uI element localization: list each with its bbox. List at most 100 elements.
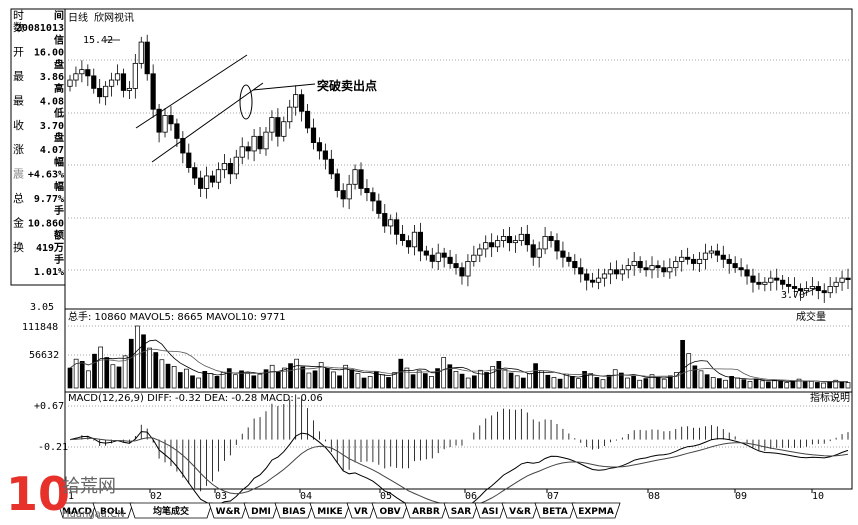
candle-body bbox=[803, 288, 810, 292]
volume-bar bbox=[398, 358, 404, 389]
volume-bar bbox=[343, 364, 349, 389]
tab-label[interactable]: BOLL bbox=[100, 507, 126, 517]
volume-bar bbox=[410, 374, 416, 389]
volume-bar bbox=[502, 369, 508, 389]
indicator-tab[interactable] bbox=[474, 502, 506, 519]
candle-body bbox=[322, 150, 328, 160]
volume-bar bbox=[251, 375, 257, 389]
tab-label[interactable]: MIKE bbox=[317, 507, 342, 517]
indicator-tab[interactable] bbox=[274, 502, 314, 519]
indicator-tab[interactable] bbox=[571, 502, 621, 519]
info-label: 最 bbox=[13, 94, 24, 107]
indicator-tab[interactable] bbox=[309, 502, 351, 519]
candle-body bbox=[649, 265, 655, 271]
tab-label[interactable]: W&R bbox=[216, 507, 241, 517]
volume-bar bbox=[171, 366, 177, 389]
tab-label[interactable]: OBV bbox=[379, 507, 400, 517]
tab-label[interactable]: MACD bbox=[62, 507, 92, 517]
volume-bar bbox=[300, 366, 306, 389]
volume-bar bbox=[692, 365, 698, 389]
info-value: 4.07 bbox=[40, 145, 64, 156]
candle-body bbox=[702, 252, 709, 260]
volume-bar bbox=[465, 377, 471, 389]
tab-label[interactable]: DMI bbox=[251, 507, 271, 517]
info-value: +4.63% bbox=[28, 170, 64, 181]
indicator-tabs[interactable]: MACD BOLL 均笔成交 W&R DMI BIAS MIKE VR OBV ARBR SAR AS… bbox=[57, 502, 621, 519]
candle-body bbox=[388, 219, 394, 227]
candle-body bbox=[566, 256, 572, 262]
tab-label[interactable]: 均笔成交 bbox=[153, 505, 189, 517]
candle-body bbox=[441, 252, 447, 258]
volume-bar bbox=[233, 374, 238, 389]
indicator-tab[interactable] bbox=[404, 502, 448, 519]
indicator-tab[interactable] bbox=[92, 502, 134, 519]
indicator-tab[interactable] bbox=[346, 502, 376, 519]
candle-body bbox=[738, 267, 744, 271]
watermark-cn: 拾荒网 bbox=[62, 476, 116, 497]
month-label: 01 bbox=[62, 491, 74, 502]
candle-body bbox=[132, 62, 138, 89]
tab-label[interactable]: BETA bbox=[542, 507, 567, 517]
volume-bar bbox=[551, 377, 557, 389]
candle-body bbox=[786, 283, 792, 287]
volume-bar bbox=[67, 367, 73, 389]
indicator-tab[interactable] bbox=[371, 502, 409, 519]
volume-bar bbox=[563, 373, 569, 389]
candle-body bbox=[79, 69, 85, 75]
month-label: 05 bbox=[380, 491, 392, 502]
candle-body bbox=[299, 94, 305, 112]
candle-body bbox=[120, 73, 127, 91]
tab-label[interactable]: BIAS bbox=[282, 507, 306, 517]
breakout-pointer bbox=[252, 83, 316, 91]
volume-bar bbox=[196, 377, 201, 389]
indicator-tab[interactable] bbox=[57, 502, 97, 519]
candle-body bbox=[227, 163, 233, 175]
candle-body bbox=[334, 173, 340, 191]
indicator-tab[interactable] bbox=[501, 502, 539, 519]
volume-bar bbox=[306, 372, 312, 389]
candle-body bbox=[791, 286, 798, 289]
month-label: 02 bbox=[150, 491, 162, 502]
volume-bar bbox=[618, 372, 624, 389]
indicator-tab[interactable] bbox=[129, 502, 213, 519]
volume-bar bbox=[704, 374, 710, 389]
candle-body bbox=[108, 79, 115, 87]
volume-bar bbox=[98, 346, 103, 389]
volume-bar bbox=[790, 380, 796, 389]
tab-label[interactable]: EXPMA bbox=[578, 507, 614, 517]
volume-bar bbox=[367, 376, 373, 389]
info-label: 震 bbox=[13, 168, 24, 181]
info-value: 幅 bbox=[54, 155, 64, 168]
candle-body bbox=[168, 115, 174, 125]
volume-bar bbox=[318, 362, 324, 389]
candle-body bbox=[251, 135, 257, 152]
chart-source: 欣网视讯 bbox=[94, 11, 134, 24]
candle-body bbox=[673, 261, 679, 269]
indicator-tab[interactable] bbox=[534, 502, 576, 519]
indicator-tab[interactable] bbox=[243, 502, 279, 519]
candle-body bbox=[376, 200, 382, 214]
candle-body bbox=[114, 73, 121, 81]
volume-title: 成交量 bbox=[796, 310, 826, 323]
tab-label[interactable]: ARBR bbox=[412, 507, 440, 517]
tab-label[interactable]: ASI bbox=[482, 507, 499, 517]
candle-body bbox=[483, 242, 489, 250]
candle-body bbox=[150, 73, 156, 110]
info-label: 总 bbox=[13, 191, 24, 205]
tab-label[interactable]: VR bbox=[354, 507, 368, 517]
candle-body bbox=[85, 69, 91, 77]
high-label: 15.42 bbox=[83, 35, 113, 46]
candle-body bbox=[714, 250, 720, 256]
tab-label[interactable]: V&R bbox=[509, 507, 531, 517]
candle-body bbox=[126, 87, 132, 91]
indicator-tab[interactable] bbox=[208, 502, 248, 519]
volume-bar bbox=[772, 379, 777, 389]
candle-body bbox=[245, 146, 251, 152]
month-label: 04 bbox=[300, 491, 312, 502]
volume-bar bbox=[453, 371, 459, 389]
indicator-tab[interactable] bbox=[443, 502, 479, 519]
tab-label[interactable]: SAR bbox=[451, 507, 471, 517]
candle-body bbox=[809, 286, 815, 289]
volume-bar bbox=[226, 368, 232, 389]
volume-bar bbox=[661, 378, 667, 389]
